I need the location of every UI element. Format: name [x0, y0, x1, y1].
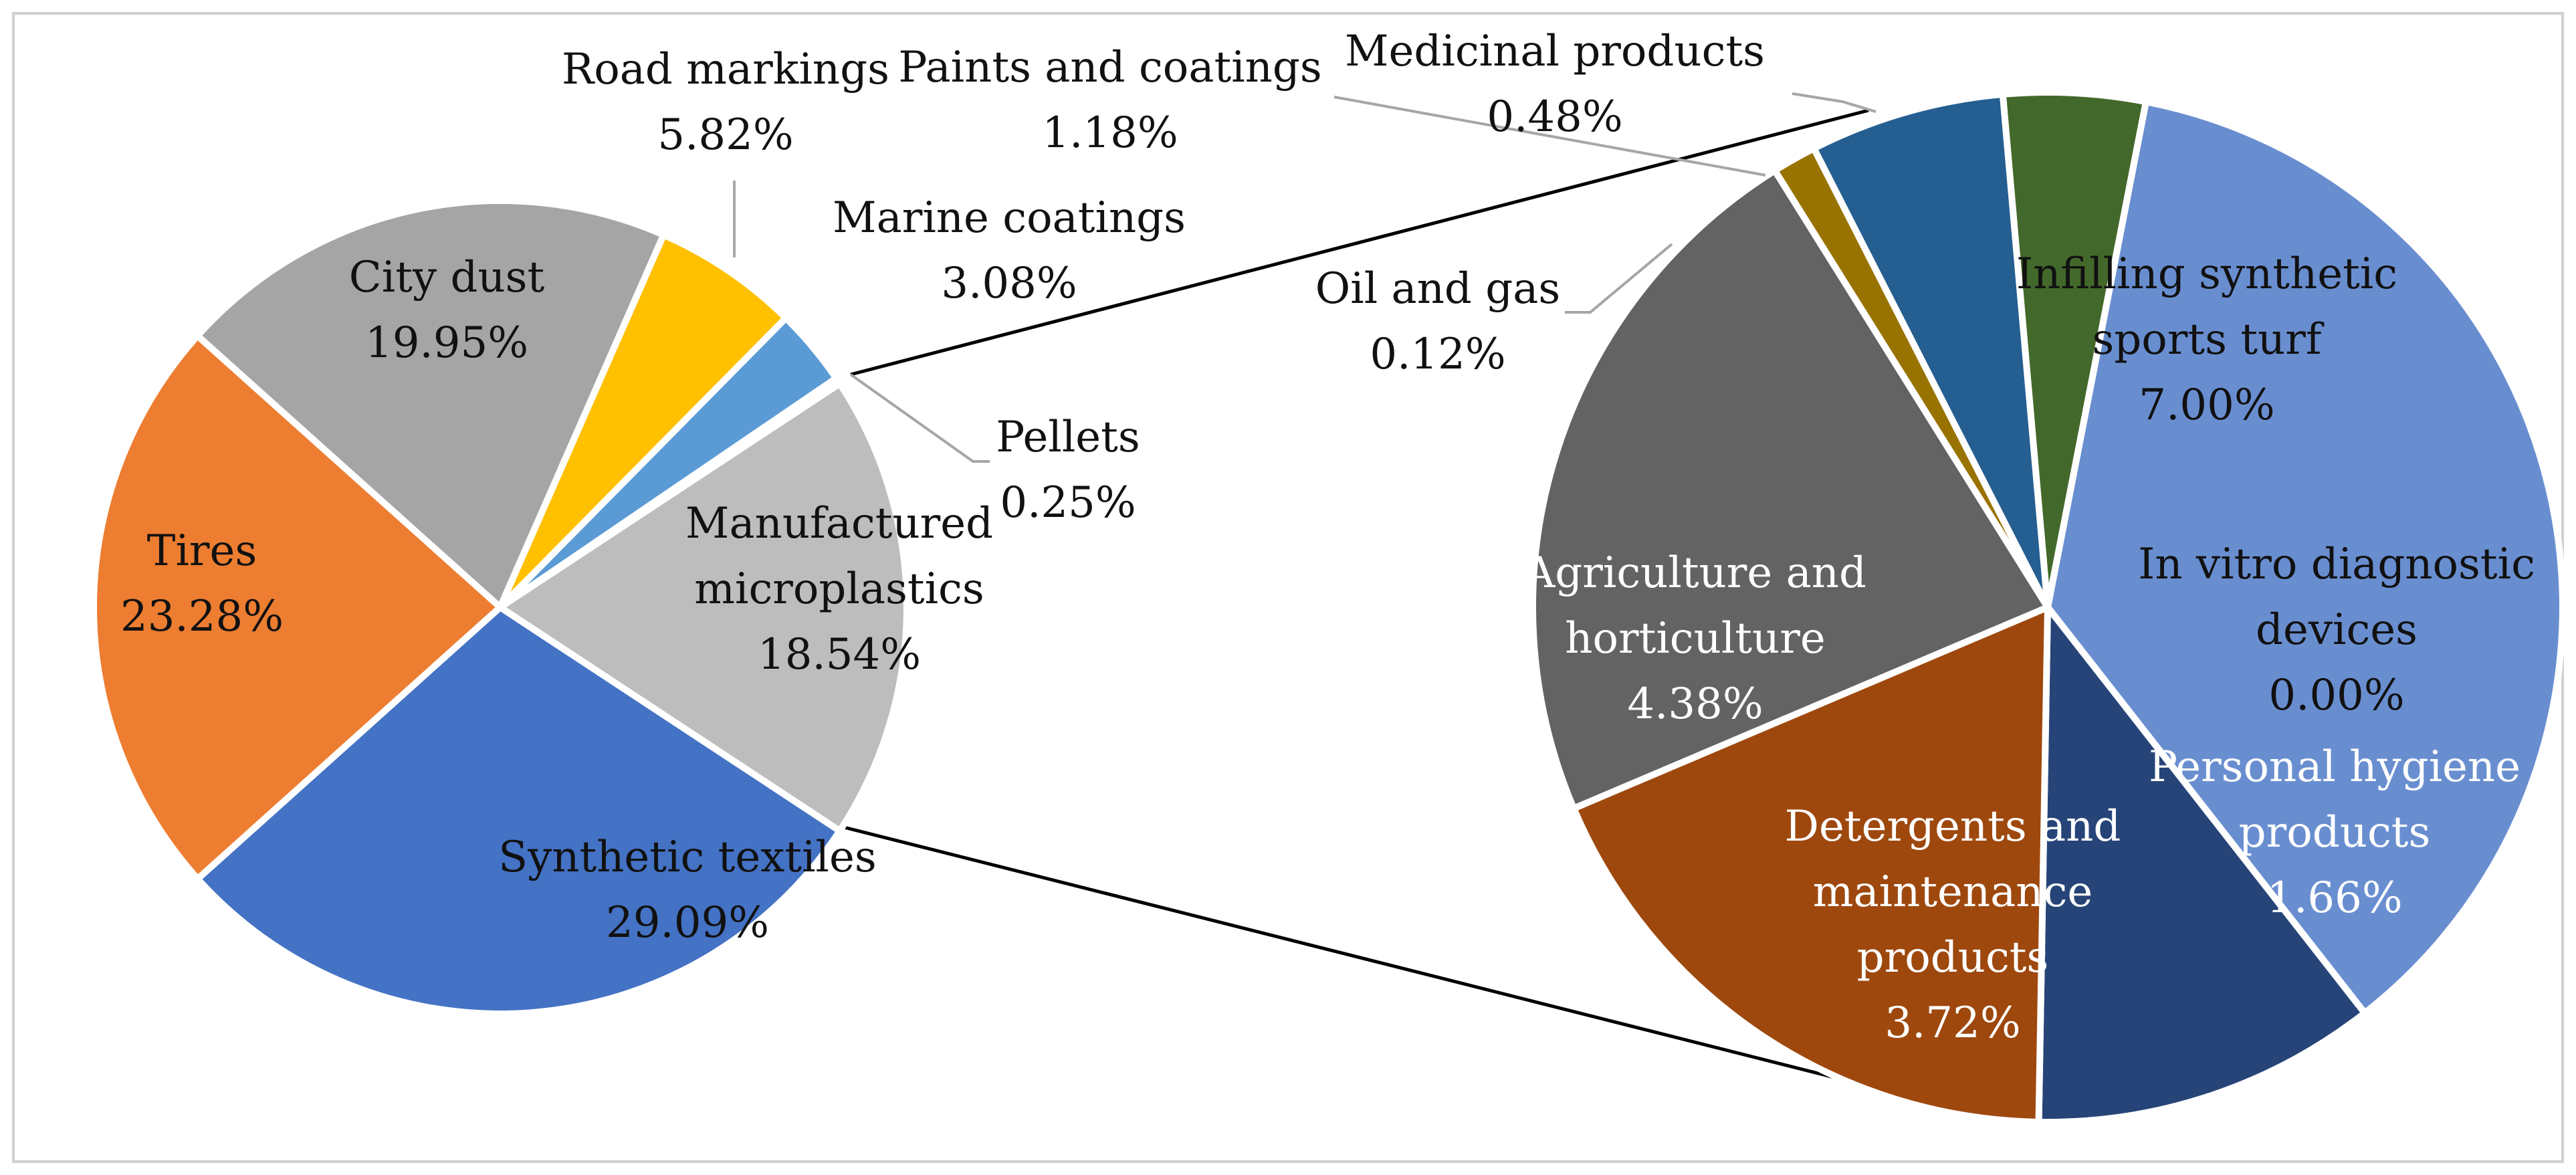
data-label-value-detergents-and-maintenance-products: 3.72%: [1885, 998, 2020, 1048]
slice-medicinal-products: [1999, 89, 2149, 611]
data-label-name-tires: Tires: [147, 526, 257, 576]
connector-line-top: [850, 108, 1869, 377]
data-label-value-pellets: 0.25%: [1000, 478, 1136, 528]
leader-oil-and-gas: [1565, 243, 1673, 314]
breakdown-pie: [1529, 89, 2566, 1126]
data-label-value-tires: 23.28%: [120, 592, 284, 641]
data-label-value-personal-hygiene-products: 1.66%: [2266, 873, 2402, 923]
slice-road-markings: [497, 231, 790, 611]
slice-synthetic-textiles: [194, 604, 843, 1017]
data-label-infilling-synthetic-sports-turf: Infilling synthetic sports turf 7.00%: [2016, 249, 2397, 430]
data-label-value-medicinal-products: 0.48%: [1487, 92, 1622, 142]
data-label-name-road-markings: Road markings: [562, 45, 889, 94]
data-label-name-in-vitro-diagnostic-devices: In vitro diagnostic devices: [2138, 540, 2535, 655]
slice-manufactured-microplastics: [497, 380, 910, 835]
data-label-name-infilling-synthetic-sports-turf: Infilling synthetic sports turf: [2016, 249, 2397, 364]
leader-medicinal: [1792, 92, 1876, 113]
data-labels: Synthetic textiles 29.09% Tires 23.28% City …: [120, 27, 2535, 1048]
data-label-value-manufactured-microplastics: 18.54%: [758, 630, 921, 679]
data-label-value-marine-coatings: 3.08%: [941, 259, 1077, 308]
data-label-manufactured-microplastics: Manufactured microplastics 18.54%: [685, 499, 993, 679]
connector-line-bottom: [843, 825, 1869, 1088]
data-label-name-paints-and-coatings: Paints and coatings: [898, 43, 1321, 92]
slice-infilling-synthetic-sports-turf: [2044, 98, 2566, 1017]
data-label-tires: Tires 23.28%: [120, 526, 284, 641]
data-label-name-personal-hygiene-products: Personal hygiene products: [2149, 742, 2520, 857]
data-label-city-dust: City dust 19.95%: [349, 253, 545, 368]
data-label-value-agriculture-and-horticulture: 4.38%: [1627, 679, 1763, 729]
data-label-value-paints-and-coatings: 1.18%: [1042, 108, 1178, 158]
data-label-value-in-vitro-diagnostic-devices: 0.00%: [2268, 671, 2404, 720]
slice-detergents-and-maintenance-products: [1570, 604, 2051, 1126]
data-label-name-agriculture-and-horticulture: Agriculture and horticulture: [1523, 548, 1866, 663]
data-label-oil-and-gas: Oil and gas 0.12%: [1315, 264, 1560, 379]
data-label-value-city-dust: 19.95%: [365, 318, 528, 368]
data-label-name-pellets: Pellets: [996, 413, 1140, 462]
data-label-pellets: Pellets 0.25%: [996, 413, 1140, 528]
data-label-name-city-dust: City dust: [349, 253, 545, 302]
data-label-value-oil-and-gas: 0.12%: [1370, 330, 1505, 379]
slice-city-dust: [194, 197, 667, 611]
data-label-road-markings: Road markings 5.82%: [562, 45, 889, 160]
data-label-synthetic-textiles: Synthetic textiles 29.09%: [498, 833, 876, 948]
data-label-name-marine-coatings: Marine coatings: [833, 193, 1186, 243]
data-label-in-vitro-diagnostic-devices: In vitro diagnostic devices 0.00%: [2138, 540, 2535, 720]
data-label-personal-hygiene-products: Personal hygiene products 1.66%: [2149, 742, 2520, 923]
data-label-name-manufactured-microplastics: Manufactured microplastics: [685, 499, 993, 614]
label-leader-lines: [733, 92, 1876, 463]
data-label-agriculture-and-horticulture: Agriculture and horticulture 4.38%: [1523, 548, 1866, 729]
data-label-medicinal-products: Medicinal products 0.48%: [1345, 27, 1765, 142]
pie-connector-lines: [843, 108, 1869, 1088]
data-label-detergents-and-maintenance-products: Detergents and maintenance products 3.72%: [1785, 802, 2121, 1048]
data-label-value-synthetic-textiles: 29.09%: [606, 898, 769, 948]
data-label-paints-and-coatings: Paints and coatings 1.18%: [898, 43, 1321, 158]
leader-paints: [1333, 96, 1766, 177]
data-label-marine-coatings: Marine coatings 3.08%: [833, 193, 1186, 308]
data-label-name-synthetic-textiles: Synthetic textiles: [498, 833, 876, 882]
main-pie: [90, 197, 910, 1017]
data-label-name-detergents-and-maintenance-products: Detergents and maintenance products: [1785, 802, 2121, 982]
slice-agriculture-and-horticulture: [1529, 167, 2051, 812]
data-label-name-medicinal-products: Medicinal products: [1345, 27, 1765, 76]
slice-tires: [90, 332, 504, 883]
data-label-value-infilling-synthetic-sports-turf: 7.00%: [2139, 381, 2274, 430]
slice-personal-hygiene-products: [2035, 604, 2369, 1126]
leader-pellets: [849, 373, 990, 463]
data-label-name-oil-and-gas: Oil and gas: [1315, 264, 1560, 314]
data-label-value-road-markings: 5.82%: [657, 110, 793, 160]
slice-paints-and-coatings: [1810, 90, 2051, 611]
